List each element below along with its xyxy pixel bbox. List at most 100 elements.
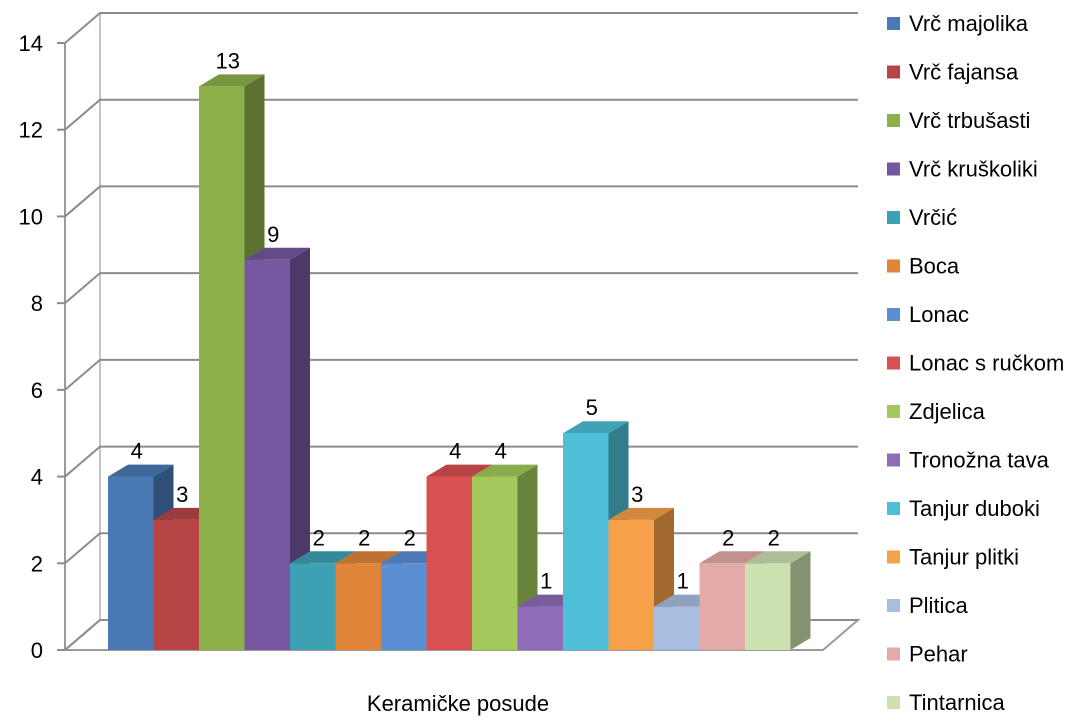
data-label: 2	[404, 525, 416, 550]
legend-swatch	[887, 696, 900, 709]
data-label: 5	[586, 395, 598, 420]
legend-swatch	[887, 308, 900, 321]
gridline	[64, 272, 858, 304]
legend-label: Pehar	[909, 642, 968, 667]
x-axis-label: Keramičke posude	[367, 691, 549, 716]
legend-item: Vrč fajansa	[887, 60, 1019, 85]
data-label: 4	[449, 439, 461, 464]
bar-side	[290, 247, 310, 651]
legend-label: Vrčić	[909, 205, 957, 230]
bar	[745, 551, 811, 650]
legend-label: Tanjur plitki	[909, 545, 1019, 570]
data-label: 9	[267, 222, 279, 247]
legend-item: Tanjur plitki	[887, 545, 1019, 570]
data-label: 3	[631, 482, 643, 507]
legend-label: Tanjur duboki	[909, 496, 1040, 521]
legend-label: Zdjelica	[909, 399, 986, 424]
bar-front	[472, 476, 518, 650]
bar-front	[290, 563, 336, 650]
legend-item: Zdjelica	[887, 399, 986, 424]
data-label: 4	[495, 439, 507, 464]
y-tick-label: 14	[19, 31, 43, 56]
legend-swatch	[887, 550, 900, 564]
legend-label: Vrč trbušasti	[909, 108, 1030, 133]
legend-label: Plitica	[909, 593, 968, 618]
data-label: 3	[176, 482, 188, 507]
y-tick-label: 0	[31, 638, 43, 663]
bar	[244, 247, 310, 651]
y-tick-label: 10	[19, 204, 43, 229]
data-label: 1	[540, 569, 552, 594]
bar-top	[426, 464, 492, 477]
legend-item: Tanjur duboki	[887, 496, 1040, 521]
bar-top	[244, 247, 310, 260]
legend-item: Vrč trbušasti	[887, 108, 1030, 133]
legend-swatch	[887, 259, 900, 273]
y-tick-label: 8	[31, 291, 43, 316]
legend: Vrč majolika Vrč fajansa Vrč trbušasti Vrč …	[887, 11, 1064, 715]
bar-front	[563, 433, 609, 650]
legend-swatch	[887, 647, 900, 661]
legend-label: Boca	[909, 254, 960, 279]
y-axis-ticks: 0 2 4 6 8 10 12 14	[19, 31, 65, 663]
bar-top	[563, 421, 629, 434]
bar-front	[699, 563, 745, 650]
legend-swatch	[887, 599, 900, 612]
legend-item: Vrčić	[887, 205, 957, 230]
legend-label: Lonac	[909, 302, 969, 327]
legend-swatch	[887, 114, 900, 127]
legend-swatch	[887, 356, 900, 370]
gridlines	[64, 12, 858, 651]
bar-top	[472, 464, 538, 477]
data-label: 4	[131, 439, 143, 464]
legend-swatch	[887, 65, 900, 79]
data-label: 1	[677, 569, 689, 594]
bars	[108, 74, 811, 651]
bar-side	[790, 551, 811, 650]
data-label: 2	[358, 525, 370, 550]
legend-swatch	[887, 405, 900, 418]
bar-front	[517, 606, 563, 650]
bar-top	[108, 464, 174, 477]
legend-item: Boca	[887, 254, 960, 279]
legend-item: Lonac s ručkom	[887, 351, 1064, 376]
legend-label: Lonac s ručkom	[909, 351, 1064, 376]
gridline	[64, 185, 858, 218]
data-label: 2	[722, 525, 734, 550]
legend-swatch	[887, 162, 900, 176]
bar-top	[290, 551, 356, 564]
bar-front	[335, 563, 381, 650]
y-tick-label: 2	[31, 551, 43, 576]
legend-item: Vrč kruškoliki	[887, 157, 1038, 182]
bar-front	[108, 476, 154, 650]
bar-top	[699, 551, 765, 564]
bar-top	[335, 551, 401, 564]
bar-front	[745, 563, 791, 650]
bar-front	[244, 259, 290, 650]
y-tick-label: 4	[31, 465, 43, 490]
bar-front	[199, 86, 245, 651]
data-label: 2	[768, 525, 780, 550]
bar-top	[199, 74, 265, 87]
legend-item: Tintarnica	[887, 690, 1006, 715]
data-label: 13	[216, 48, 240, 73]
y-tick-label: 6	[31, 378, 43, 403]
legend-item: Tronožna tava	[887, 448, 1050, 473]
legend-label: Tintarnica	[909, 690, 1006, 715]
data-label: 2	[313, 525, 325, 550]
gridline	[64, 358, 858, 391]
bar-front	[654, 606, 700, 650]
bar-front	[153, 519, 199, 650]
bar-front	[381, 563, 427, 650]
data-labels: 4 3 13 9 2 2 2 4 4 1 5 3 1 2 2	[131, 48, 780, 593]
legend-item: Lonac	[887, 302, 969, 327]
legend-swatch	[887, 502, 900, 515]
legend-label: Vrč majolika	[909, 11, 1029, 36]
legend-item: Vrč majolika	[887, 11, 1029, 36]
bar-front	[426, 476, 472, 650]
legend-item: Plitica	[887, 593, 968, 618]
bar-front	[608, 519, 654, 650]
gridline	[64, 98, 858, 131]
legend-item: Pehar	[887, 642, 968, 667]
